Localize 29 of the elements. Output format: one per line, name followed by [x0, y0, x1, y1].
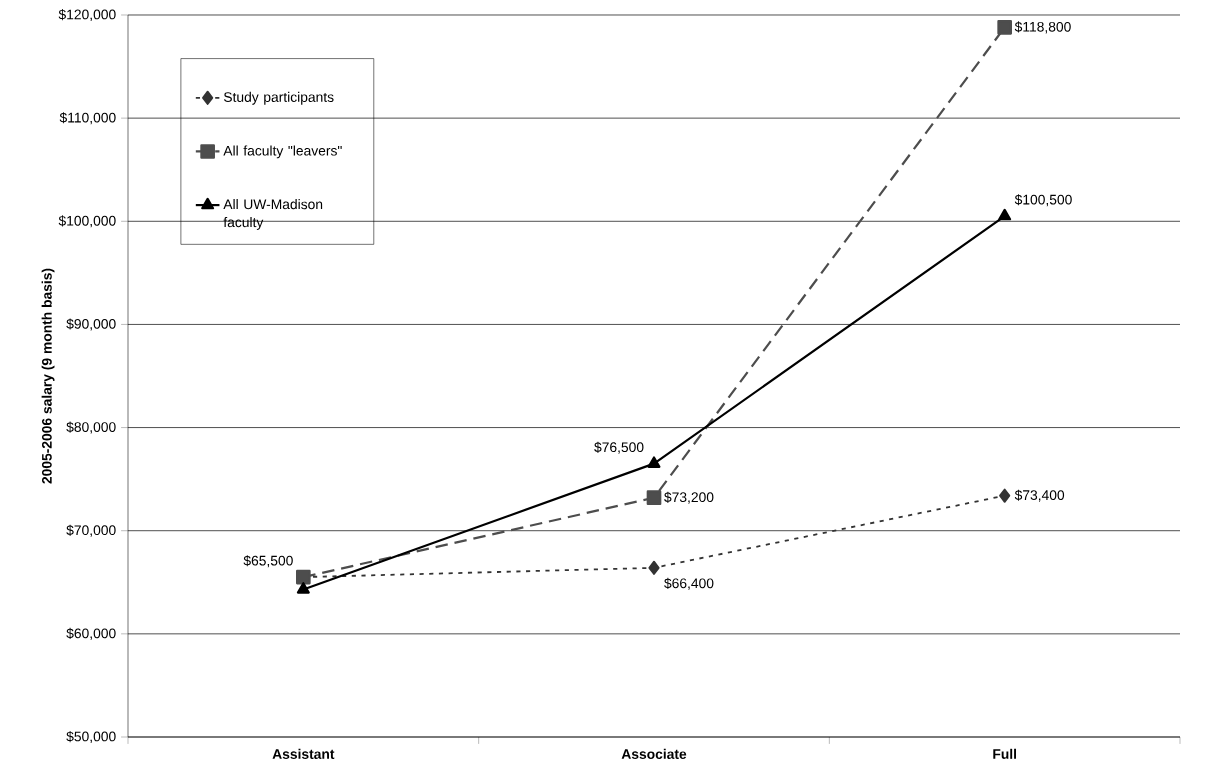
y-tick-label: $70,000 [66, 524, 116, 537]
data-label: $73,400 [1014, 489, 1065, 502]
legend-label: Study participants [223, 91, 334, 105]
point [646, 490, 662, 506]
x-tick-label: Assistant [272, 748, 335, 759]
data-label: $76,500 [594, 441, 644, 454]
x-tick-label: Full [993, 748, 1016, 759]
data-label: $66,400 [664, 577, 714, 590]
y-tick-label: $100,000 [58, 215, 116, 228]
data-label: $73,200 [664, 491, 714, 504]
point [647, 456, 661, 468]
point [999, 488, 1011, 503]
point [648, 560, 660, 575]
y-tick-label: $80,000 [66, 421, 116, 434]
x-tick-label: Associate [621, 748, 687, 759]
y-tick-label: $60,000 [66, 627, 116, 640]
y-tick-label: $90,000 [66, 318, 116, 331]
y-tick-label: $120,000 [58, 8, 116, 22]
data-label: $100,500 [1014, 194, 1072, 207]
point [997, 20, 1013, 35]
point [296, 582, 310, 594]
legend-label: All UW-Madison faculty [223, 199, 323, 230]
data-label: $65,500 [243, 555, 293, 568]
legend-label: All faculty "leavers" [223, 145, 342, 159]
data-label: $118,800 [1014, 21, 1071, 34]
point [998, 208, 1012, 221]
y-axis-title: 2005-2006 salary (9 month basis) [41, 268, 55, 484]
y-tick-label: $110,000 [59, 112, 116, 125]
y-tick-label: $50,000 [66, 730, 116, 744]
